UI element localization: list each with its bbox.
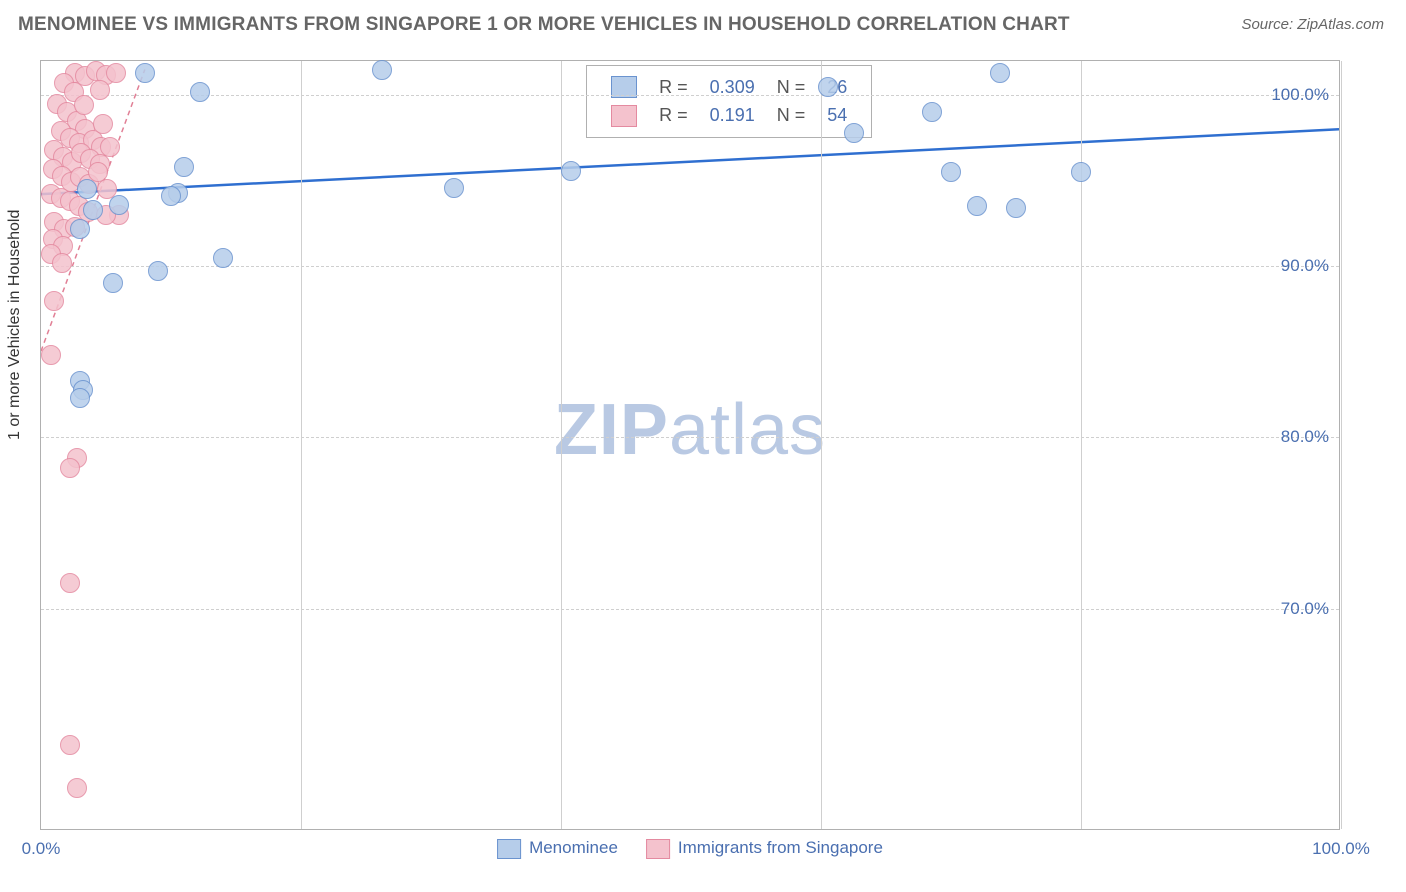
trend-line	[41, 129, 1339, 194]
data-point	[922, 102, 942, 122]
data-point	[561, 161, 581, 181]
y-tick-label: 90.0%	[1281, 256, 1329, 276]
legend-swatch	[611, 105, 637, 127]
page-title: MENOMINEE VS IMMIGRANTS FROM SINGAPORE 1…	[18, 14, 1070, 36]
data-point	[135, 63, 155, 83]
gridline-v	[561, 61, 562, 829]
data-point	[100, 137, 120, 157]
gridline-v	[1341, 61, 1342, 829]
data-point	[1071, 162, 1091, 182]
y-tick-label: 100.0%	[1271, 85, 1329, 105]
gridline-h	[41, 95, 1339, 96]
data-point	[990, 63, 1010, 83]
data-point	[109, 195, 129, 215]
data-point	[844, 123, 864, 143]
x-tick-label: 0.0%	[22, 839, 61, 859]
watermark: ZIPatlas	[554, 389, 826, 471]
data-point	[818, 77, 838, 97]
trend-lines	[41, 61, 1339, 829]
data-point	[174, 157, 194, 177]
legend-swatch	[646, 839, 670, 859]
legend-label: Menominee	[529, 838, 618, 857]
data-point	[213, 248, 233, 268]
data-point	[83, 200, 103, 220]
data-point	[77, 179, 97, 199]
y-tick-label: 80.0%	[1281, 427, 1329, 447]
data-point	[444, 178, 464, 198]
data-point	[106, 63, 126, 83]
gridline-h	[41, 609, 1339, 610]
data-point	[60, 735, 80, 755]
data-point	[372, 60, 392, 80]
data-point	[1006, 198, 1026, 218]
data-point	[90, 80, 110, 100]
x-tick-label: 100.0%	[1312, 839, 1370, 859]
gridline-v	[301, 61, 302, 829]
data-point	[161, 186, 181, 206]
series-legend: Menominee Immigrants from Singapore	[483, 838, 897, 859]
data-point	[70, 388, 90, 408]
data-point	[74, 95, 94, 115]
data-point	[103, 273, 123, 293]
legend-item: Menominee	[497, 838, 618, 859]
y-tick-label: 70.0%	[1281, 599, 1329, 619]
data-point	[41, 345, 61, 365]
data-point	[67, 778, 87, 798]
data-point	[70, 219, 90, 239]
y-axis-label: 1 or more Vehicles in Household	[6, 210, 24, 440]
data-point	[967, 196, 987, 216]
data-point	[60, 573, 80, 593]
r-value: 0.309	[700, 74, 765, 100]
data-point	[190, 82, 210, 102]
scatter-plot: ZIPatlas R =0.309N =26R =0.191N =54 Meno…	[40, 60, 1340, 830]
legend-item: Immigrants from Singapore	[646, 838, 883, 859]
source-attribution: Source: ZipAtlas.com	[1241, 16, 1384, 33]
data-point	[44, 291, 64, 311]
gridline-v	[821, 61, 822, 829]
data-point	[60, 458, 80, 478]
data-point	[941, 162, 961, 182]
data-point	[52, 253, 72, 273]
gridline-h	[41, 266, 1339, 267]
legend-swatch	[497, 839, 521, 859]
gridline-h	[41, 437, 1339, 438]
r-value: 0.191	[700, 102, 765, 128]
data-point	[93, 114, 113, 134]
legend-row: R =0.191N =54	[601, 102, 857, 128]
data-point	[148, 261, 168, 281]
legend-label: Immigrants from Singapore	[678, 838, 883, 857]
